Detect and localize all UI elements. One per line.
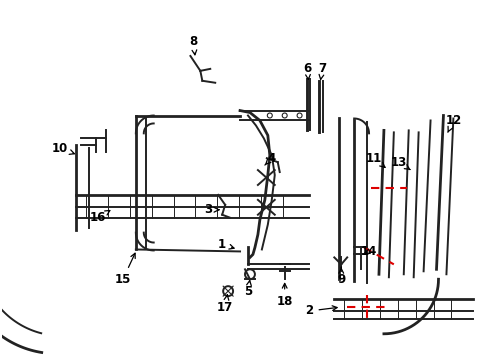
Text: 11: 11 <box>365 152 385 167</box>
Text: 8: 8 <box>189 35 197 55</box>
Text: 2: 2 <box>305 305 336 318</box>
Text: 9: 9 <box>336 267 345 286</box>
Text: 17: 17 <box>217 295 233 314</box>
Text: 14: 14 <box>360 245 376 258</box>
Text: 10: 10 <box>51 142 74 155</box>
Text: 5: 5 <box>244 280 252 298</box>
Text: 1: 1 <box>218 238 234 251</box>
Text: 7: 7 <box>318 62 326 80</box>
Text: 16: 16 <box>90 211 110 224</box>
Text: 15: 15 <box>115 253 135 286</box>
Text: 13: 13 <box>390 156 409 170</box>
Text: 6: 6 <box>303 62 311 80</box>
Text: 18: 18 <box>276 283 292 307</box>
Text: 12: 12 <box>445 114 461 132</box>
Text: 4: 4 <box>264 152 275 165</box>
Text: 3: 3 <box>204 203 219 216</box>
